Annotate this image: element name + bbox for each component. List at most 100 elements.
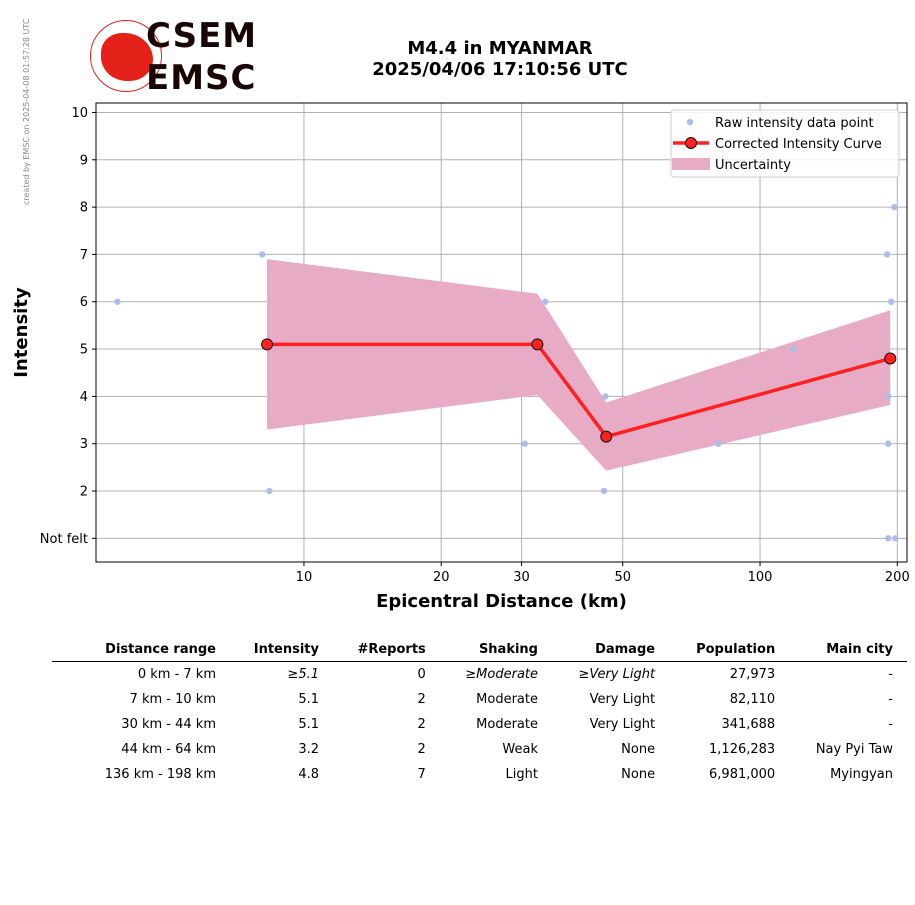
y-tick-label: 9 [80,153,88,168]
table-header-row: Distance range Intensity #Reports Shakin… [52,640,907,662]
curve-point [600,430,613,443]
curve-point [531,338,544,351]
damage-cell: None [621,742,656,757]
raw-data-point [602,393,609,400]
raw-data-point [259,251,266,258]
intensity-cell: 5.1 [298,717,319,732]
y-tick-label: 7 [80,248,88,263]
raw-data-point [885,393,892,400]
chart-title: M4.4 in MYANMAR 2025/04/06 17:10:56 UTC [300,38,700,80]
legend-box [670,109,900,178]
raw-data-point [600,487,608,495]
table-row: 7 km - 10 km 5.1 2 Moderate Very Light 8… [52,687,907,712]
y-tick-label: 5 [80,343,88,358]
reports-cell: 2 [417,717,426,732]
column-header: Distance range [52,640,230,662]
plot-frame [95,102,908,563]
table-row: 136 km - 198 km 4.8 7 Light None 6,981,0… [52,762,907,787]
column-header: Population [669,640,790,662]
intensity-cell: ≥5.1 [287,667,319,682]
legend-curve-marker [685,137,697,149]
raw-data-point [891,203,898,211]
y-axis-label: Intensity [11,287,32,378]
intensity-cell: 3.2 [298,742,319,757]
uncertainty-band [267,259,891,471]
damage-cell: Very Light [589,692,656,707]
logo-text-top: CSEM [146,16,258,56]
population-cell: 6,981,000 [709,767,776,782]
distance-range-cell: 7 km - 10 km [129,692,216,707]
table-row: 30 km - 44 km 5.1 2 Moderate Very Light … [52,712,907,737]
shaking-cell: ≥Moderate [465,667,538,682]
raw-data-point [892,535,899,542]
damage-cell: Very Light [589,717,656,732]
population-cell: 82,110 [729,692,776,707]
intensity-chart: Not felt 2 3 4 5 6 7 8 9 10 10 20 30 50 100 200 Epicentr… [11,102,910,612]
column-header: Intensity [230,640,333,662]
legend-uncertainty-label: Uncertainty [715,158,791,173]
y-tick-label: 4 [80,390,88,405]
x-tick-label: 10 [296,570,313,585]
shaking-cell: Moderate [476,692,538,707]
raw-data-point [114,298,121,305]
column-header: #Reports [333,640,440,662]
city-cell: - [888,667,893,682]
damage-cell: ≥Very Light [578,667,656,682]
raw-data-point [888,298,895,305]
table-row: 0 km - 7 km ≥5.1 0 ≥Moderate ≥Very Light… [52,662,907,688]
population-cell: 27,973 [729,667,776,682]
reports-cell: 0 [417,667,426,682]
distance-range-cell: 30 km - 44 km [121,717,216,732]
table-row: 44 km - 64 km 3.2 2 Weak None 1,126,283 … [52,737,907,762]
y-tick-label: 10 [71,106,88,121]
reports-cell: 7 [417,767,426,782]
raw-data-point [521,440,529,447]
column-header: Shaking [439,640,552,662]
intensity-cell: 4.8 [298,767,319,782]
x-axis-label: Epicentral Distance (km) [376,591,627,612]
legend-raw-marker [686,118,694,126]
x-tick-label: 30 [513,570,530,585]
column-header: Damage [552,640,670,662]
corrected-intensity-curve [267,342,891,439]
column-header: Main city [789,640,907,662]
x-tick-label: 20 [433,570,450,585]
raw-data-point [885,440,892,447]
event-datetime: 2025/04/06 17:10:56 UTC [372,59,628,80]
city-cell: Myingyan [830,767,893,782]
y-tick-label: 3 [80,437,88,452]
population-cell: 1,126,283 [709,742,776,757]
shaking-cell: Weak [502,742,538,757]
raw-data-point [885,535,892,542]
y-tick-label: 6 [80,295,88,310]
curve-point [884,352,897,365]
reports-cell: 2 [417,692,426,707]
raw-data-point [789,345,797,353]
x-tick-label: 100 [748,570,773,585]
city-cell: Nay Pyi Taw [815,742,893,757]
damage-cell: None [621,767,656,782]
y-tick-label: 2 [80,485,88,500]
raw-data-point [541,298,549,305]
y-tick-label: 8 [80,201,88,216]
legend-uncertainty-swatch [672,158,710,170]
y-tick-label: Not felt [40,532,88,547]
raw-data-point [883,251,891,258]
legend-raw-label: Raw intensity data point [715,116,874,131]
shaking-cell: Moderate [476,717,538,732]
distance-range-cell: 44 km - 64 km [121,742,216,757]
distance-range-cell: 0 km - 7 km [137,667,216,682]
curve-point [261,338,274,351]
population-cell: 341,688 [721,717,776,732]
event-title: M4.4 in MYANMAR [407,38,593,59]
reports-cell: 2 [417,742,426,757]
globe-icon [90,20,162,92]
legend-curve-label: Corrected Intensity Curve [715,137,882,152]
raw-data-point [266,487,273,495]
emsc-logo: CSEM EMSC [88,16,258,98]
shaking-cell: Light [505,767,538,782]
city-cell: - [888,692,893,707]
city-cell: - [888,717,893,732]
x-tick-label: 200 [885,570,910,585]
distance-range-cell: 136 km - 198 km [104,767,216,782]
